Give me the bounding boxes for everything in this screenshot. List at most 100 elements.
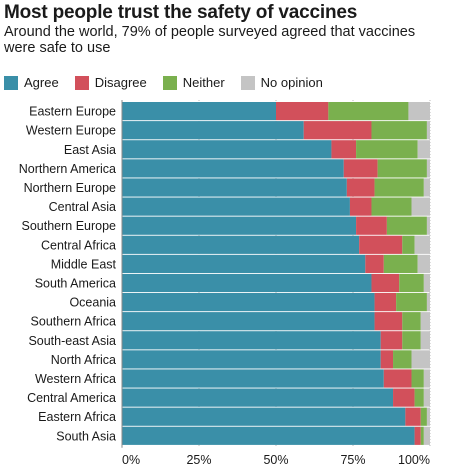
bar-segment-neither (374, 178, 424, 197)
bar-segment-no-opinion (426, 293, 430, 312)
bar-segment-neither (371, 121, 427, 140)
x-tick-label: 100% (398, 453, 430, 467)
category-label: Central Asia (49, 200, 116, 214)
bar-segment-agree (122, 121, 304, 140)
category-label: North Africa (51, 353, 116, 367)
legend-item-agree: Agree (4, 75, 59, 90)
bar-segment-agree (122, 102, 276, 121)
bar-segment-neither (402, 235, 415, 254)
bar-segment-disagree (405, 407, 421, 426)
category-label: Central Africa (41, 238, 116, 252)
bar-segment-disagree (380, 331, 403, 350)
category-label: Western Africa (35, 372, 116, 386)
x-tick-label: 0% (122, 453, 140, 467)
bar-segment-agree (122, 254, 366, 273)
category-label: Southern Africa (31, 315, 117, 329)
x-tick-label: 50% (263, 453, 288, 467)
bar-segment-no-opinion (411, 350, 430, 369)
bar-segment-disagree (393, 388, 415, 407)
category-label: Northern Europe (24, 181, 116, 195)
bar-segment-agree (122, 426, 415, 445)
bar-segment-disagree (374, 312, 403, 331)
bar-segment-no-opinion (423, 426, 430, 445)
bar-segment-neither (420, 426, 424, 445)
bar-segment-disagree (380, 350, 394, 369)
bar-segment-no-opinion (426, 159, 430, 178)
bar-segment-agree (122, 235, 360, 254)
legend-label: Agree (24, 75, 59, 90)
bar-segment-agree (122, 159, 344, 178)
category-label: South-east Asia (28, 334, 116, 348)
bar-segment-neither (402, 331, 421, 350)
bar-segment-no-opinion (426, 407, 430, 426)
bar-segment-agree (122, 369, 384, 388)
legend-swatch (240, 75, 255, 90)
bar-segment-no-opinion (417, 140, 430, 159)
bar-segment-agree (122, 331, 381, 350)
bar-segment-neither (386, 216, 427, 235)
bar-segment-neither (396, 293, 427, 312)
bar-segment-agree (122, 197, 350, 216)
legend-label: No opinion (260, 75, 323, 90)
bar-segment-disagree (276, 102, 329, 121)
bar-segment-agree (122, 293, 375, 312)
category-label: East Asia (64, 143, 116, 157)
bar-segment-disagree (359, 235, 403, 254)
bar-segment-neither (399, 273, 424, 293)
category-label: Middle East (51, 257, 117, 271)
category-label: Oceania (69, 296, 116, 310)
bar-segment-no-opinion (414, 235, 430, 254)
bar-segment-neither (328, 102, 409, 121)
chart-legend: Agree Disagree Neither No opinion (4, 75, 339, 90)
bar-segment-disagree (414, 426, 421, 445)
bar-segment-disagree (383, 369, 412, 388)
bar-segment-disagree (349, 197, 372, 216)
legend-label: Neither (182, 75, 225, 90)
bar-segment-disagree (343, 159, 378, 178)
bar-segment-disagree (346, 178, 375, 197)
bar-segment-agree (122, 350, 381, 369)
legend-swatch (4, 75, 18, 90)
bar-segment-neither (414, 388, 424, 407)
legend-item-no-opinion: No opinion (240, 75, 323, 90)
bar-segment-disagree (303, 121, 372, 140)
category-label: Central America (27, 391, 116, 405)
bar-segment-disagree (331, 140, 357, 159)
bar-segment-no-opinion (411, 197, 430, 216)
bar-segment-neither (393, 350, 412, 369)
category-label: Southern Europe (21, 219, 116, 233)
category-label: Eastern Europe (29, 105, 116, 119)
bar-segment-no-opinion (423, 273, 430, 293)
bar-segment-neither (371, 197, 412, 216)
bar-segment-agree (122, 312, 375, 331)
bar-segment-agree (122, 273, 372, 293)
category-label: South Asia (56, 429, 116, 443)
bar-segment-neither (377, 159, 427, 178)
category-label: Western Europe (26, 124, 116, 138)
category-label: Northern America (19, 162, 116, 176)
bar-segment-no-opinion (423, 388, 430, 407)
legend-item-neither: Neither (162, 75, 225, 90)
bar-segment-disagree (374, 293, 397, 312)
bar-segment-agree (122, 178, 347, 197)
bar-segment-neither (411, 369, 424, 388)
category-label: Eastern Africa (38, 410, 116, 424)
bar-segment-no-opinion (420, 312, 430, 331)
legend-item-disagree: Disagree (74, 75, 147, 90)
chart-subtitle: Around the world, 79% of people surveyed… (4, 24, 416, 56)
bar-segment-no-opinion (426, 121, 430, 140)
bar-segment-disagree (371, 273, 400, 293)
legend-swatch (74, 75, 89, 90)
bar-segment-no-opinion (408, 102, 430, 121)
category-label: South America (35, 277, 116, 291)
bar-segment-neither (402, 312, 421, 331)
bar-segment-disagree (365, 254, 384, 273)
bar-segment-neither (383, 254, 418, 273)
bar-segment-agree (122, 216, 357, 235)
bar-segment-no-opinion (426, 216, 430, 235)
legend-swatch (162, 75, 177, 90)
bar-segment-neither (420, 407, 427, 426)
bar-segment-disagree (356, 216, 387, 235)
bar-segment-no-opinion (417, 254, 430, 273)
